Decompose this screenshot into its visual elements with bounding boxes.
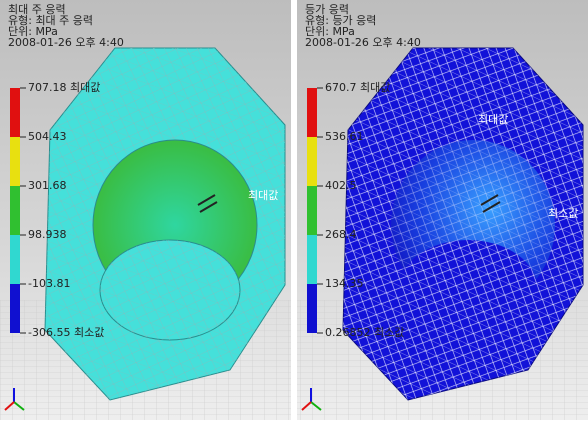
panel-right-bg — [297, 0, 588, 420]
panel-left-bg — [0, 0, 291, 420]
legend-label: 402.5 — [325, 179, 357, 192]
legend-band — [307, 235, 317, 284]
legend-label: 707.18 최대값 — [28, 81, 100, 94]
model-label: 최대값 — [478, 113, 508, 126]
legend-label: 98.938 — [28, 228, 67, 241]
legend-band — [10, 88, 20, 137]
legend-band — [307, 284, 317, 333]
legend-label: 504.43 — [28, 130, 67, 143]
header-line: 2008-01-26 오후 4:40 — [305, 36, 421, 49]
legend-label: 670.7 최대값 — [325, 81, 390, 94]
legend-band — [307, 137, 317, 186]
legend-band — [10, 235, 20, 284]
legend-label: 536.61 — [325, 130, 364, 143]
legend-label: 134.35 — [325, 277, 364, 290]
legend-band — [307, 186, 317, 235]
divider — [291, 0, 297, 420]
legend-band — [10, 284, 20, 333]
legend-label: 268.4 — [325, 228, 357, 241]
legend-band — [10, 137, 20, 186]
legend-band — [10, 186, 20, 235]
legend-label: -103.81 — [28, 277, 70, 290]
legend-label: 301.68 — [28, 179, 67, 192]
model-label: 최소값 — [548, 207, 578, 220]
model-label: 최대값 — [248, 189, 278, 202]
header-line: 2008-01-26 오후 4:40 — [8, 36, 124, 49]
legend-label: -306.55 최소값 — [28, 326, 104, 339]
legend-band — [307, 88, 317, 137]
screenshot: 최대 주 응력유형: 최대 주 응력단위: MPa2008-01-26 오후 4… — [0, 0, 588, 420]
legend-label: 0.26852 최소값 — [325, 326, 404, 339]
